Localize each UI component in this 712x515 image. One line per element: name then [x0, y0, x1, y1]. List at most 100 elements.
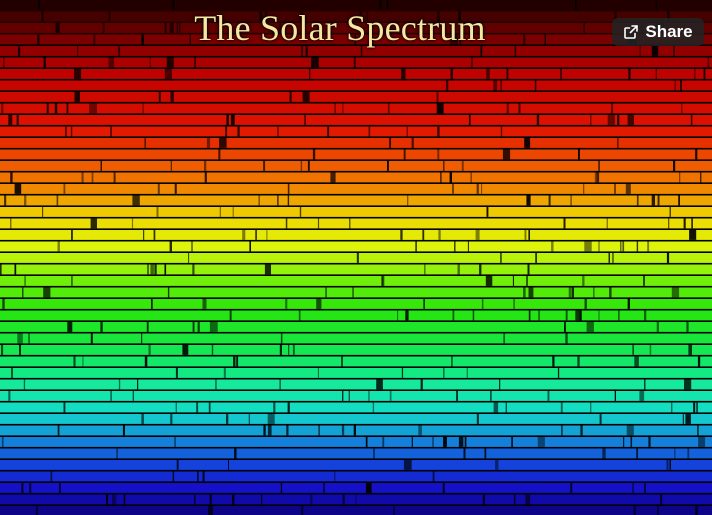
spectrum-band — [0, 345, 712, 355]
absorption-line — [327, 126, 330, 137]
absorption-line — [472, 310, 475, 321]
absorption-line — [612, 253, 614, 263]
absorption-line — [527, 264, 530, 275]
absorption-line — [192, 322, 195, 332]
absorption-line — [174, 184, 177, 194]
absorption-line — [503, 333, 505, 344]
share-icon — [623, 24, 639, 40]
spectrum-band — [0, 253, 712, 263]
absorption-line — [636, 448, 638, 459]
spectrum-band — [0, 414, 712, 424]
absorption-line — [602, 448, 606, 459]
absorption-line — [110, 126, 112, 137]
absorption-line — [697, 356, 701, 367]
absorption-line — [667, 11, 670, 22]
absorption-line — [302, 92, 310, 102]
absorption-line — [266, 230, 268, 240]
absorption-line — [669, 460, 671, 470]
absorption-line — [673, 46, 675, 56]
absorption-line — [397, 310, 399, 321]
spectrum-band — [0, 356, 712, 367]
absorption-line — [437, 11, 440, 22]
spectrum-band — [0, 471, 712, 482]
absorption-line — [411, 437, 413, 447]
absorption-line — [406, 126, 408, 137]
absorption-line — [151, 299, 153, 309]
absorption-line — [298, 310, 301, 321]
absorption-line — [514, 46, 517, 56]
absorption-line — [154, 264, 157, 275]
absorption-line — [178, 23, 181, 33]
absorption-line — [401, 69, 406, 79]
absorption-line — [148, 345, 151, 355]
absorption-line — [514, 494, 516, 505]
absorption-line — [696, 402, 698, 413]
absorption-line — [466, 368, 468, 378]
absorption-line — [287, 184, 290, 194]
absorption-line — [551, 241, 554, 252]
absorption-line — [41, 11, 44, 22]
absorption-line — [583, 23, 585, 33]
absorption-line — [656, 322, 659, 332]
spectrum-band — [0, 218, 712, 229]
absorption-line — [265, 11, 268, 22]
absorption-line — [100, 322, 103, 332]
spectrum-band — [0, 69, 712, 79]
absorption-line — [366, 11, 369, 22]
absorption-line — [536, 115, 540, 125]
absorption-line — [524, 138, 531, 148]
absorption-line — [657, 195, 660, 206]
absorption-line — [565, 333, 568, 344]
absorption-line — [323, 483, 325, 493]
absorption-line — [215, 379, 217, 390]
absorption-line — [194, 57, 196, 68]
absorption-line — [689, 230, 697, 240]
absorption-line — [234, 448, 236, 459]
absorption-line — [50, 471, 53, 482]
absorption-line — [607, 115, 615, 125]
absorption-line — [170, 414, 173, 424]
absorption-line — [452, 184, 454, 194]
absorption-line — [312, 149, 316, 160]
absorption-line — [389, 391, 392, 401]
absorption-line — [11, 368, 13, 378]
absorption-line — [499, 379, 501, 390]
absorption-line — [141, 34, 144, 45]
absorption-line — [116, 448, 118, 459]
absorption-line — [167, 287, 170, 298]
absorption-line — [649, 345, 652, 355]
absorption-line — [81, 172, 84, 183]
absorption-line — [341, 356, 343, 367]
absorption-line — [0, 264, 2, 275]
absorption-line — [693, 402, 696, 413]
absorption-line — [575, 310, 582, 321]
absorption-line — [500, 80, 503, 91]
absorption-line — [476, 184, 479, 194]
share-button[interactable]: Share — [612, 18, 704, 46]
absorption-line — [47, 103, 49, 114]
absorption-line — [63, 184, 66, 194]
absorption-line — [506, 69, 509, 79]
absorption-line — [226, 414, 229, 424]
absorption-line — [467, 241, 469, 252]
absorption-line — [608, 253, 610, 263]
absorption-line — [192, 264, 195, 275]
absorption-line — [264, 264, 271, 275]
spectrum-band — [0, 506, 712, 515]
absorption-line — [232, 494, 235, 505]
absorption-line — [450, 34, 458, 45]
absorption-line — [23, 379, 26, 390]
absorption-line — [464, 437, 467, 447]
absorption-line — [598, 241, 600, 252]
absorption-line — [106, 494, 108, 505]
absorption-line — [132, 391, 134, 401]
absorption-line — [502, 149, 511, 160]
absorption-line — [67, 322, 73, 332]
absorption-line — [158, 92, 161, 102]
absorption-line — [436, 103, 444, 114]
absorption-line — [623, 437, 625, 447]
absorption-line — [249, 241, 251, 252]
absorption-line — [38, 0, 41, 10]
absorption-line — [191, 241, 193, 252]
